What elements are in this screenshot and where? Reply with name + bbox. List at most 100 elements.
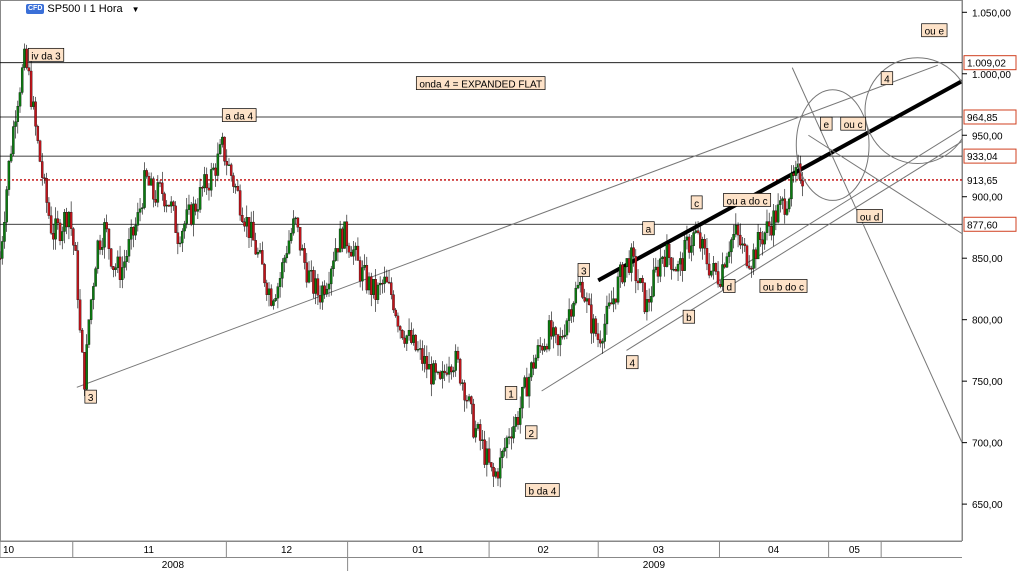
candle-body xyxy=(227,164,231,166)
candle-body xyxy=(149,178,153,186)
candle-body xyxy=(687,236,691,253)
candle-body xyxy=(161,182,164,194)
candle-body xyxy=(169,201,173,207)
month-label: 04 xyxy=(768,545,780,556)
candle-body xyxy=(18,92,22,107)
candle-body xyxy=(607,302,611,307)
candle-body xyxy=(158,182,162,184)
candle-body xyxy=(378,282,382,286)
candle-body xyxy=(5,189,8,223)
candle-body xyxy=(163,193,166,207)
time-axis-bg xyxy=(0,541,962,571)
candle-body xyxy=(347,245,351,253)
trendline xyxy=(76,64,938,388)
candle-body xyxy=(303,248,306,263)
candle-body xyxy=(478,424,482,441)
candle-body xyxy=(398,326,402,331)
candle-body xyxy=(267,288,271,295)
price-tick-label: 800,00 xyxy=(972,316,1003,327)
wave-label-text: ou c xyxy=(844,120,863,131)
wave-label-box xyxy=(840,116,866,131)
candle-body xyxy=(221,136,224,145)
wave-label-text: a xyxy=(646,225,652,236)
candle-body xyxy=(85,344,88,390)
wave-label: 3 xyxy=(84,389,97,404)
wave-label: b da 4 xyxy=(525,483,560,498)
candle-body xyxy=(176,232,180,244)
candle-body xyxy=(218,144,222,155)
candle-body xyxy=(558,336,562,346)
candle-body xyxy=(98,240,102,250)
candle-body xyxy=(263,264,266,284)
wave-label-text: ou b do c xyxy=(763,282,804,293)
candle-body xyxy=(223,136,226,162)
candle-body xyxy=(681,258,684,271)
candle-body xyxy=(354,245,357,250)
symbol-label: SP500 I 1 Hora xyxy=(47,3,123,15)
candle-body xyxy=(703,239,706,249)
candle-body xyxy=(358,260,362,282)
candle-body xyxy=(672,268,675,271)
caret-down-icon[interactable]: ▼ xyxy=(131,4,140,14)
wave-label-text: 3 xyxy=(88,393,94,404)
wave-label: 4 xyxy=(626,355,639,370)
candle-body xyxy=(407,329,411,336)
time-axis: 10 11 12 01 02 03 04 05 2008 2009 xyxy=(0,541,962,571)
candle-body xyxy=(192,203,195,225)
candle-body xyxy=(301,248,304,251)
candle-body xyxy=(476,424,480,429)
wave-label-box xyxy=(690,195,703,210)
candle-body xyxy=(69,212,73,229)
wave-label-text: ou d xyxy=(860,212,879,223)
candle-body xyxy=(236,186,240,191)
candle-body xyxy=(385,276,389,283)
candle-body xyxy=(481,439,484,441)
candle-body xyxy=(356,245,360,261)
candle-body xyxy=(60,231,64,241)
candle-body xyxy=(189,204,193,225)
candle-body xyxy=(285,253,289,259)
candle-body xyxy=(725,256,729,268)
wave-label-text: 3 xyxy=(581,267,587,278)
candle-body xyxy=(361,267,364,282)
candle-body xyxy=(590,304,593,334)
candle-body xyxy=(289,232,293,241)
wave-label-box xyxy=(682,309,696,324)
candle-body xyxy=(634,256,638,282)
candle-body xyxy=(205,174,208,189)
candle-body xyxy=(201,187,204,189)
candle-body xyxy=(283,257,286,263)
candle-body xyxy=(594,318,598,334)
candle-body xyxy=(614,298,618,303)
candle-body xyxy=(136,212,140,226)
candle-body xyxy=(40,161,44,178)
candle-body xyxy=(343,221,346,249)
price-level-label: 913,65 xyxy=(967,176,998,187)
candle-body xyxy=(185,209,188,224)
candle-body xyxy=(716,271,720,285)
month-label: 01 xyxy=(412,545,424,556)
candle-body xyxy=(147,176,151,186)
price-level-box xyxy=(963,109,1017,125)
candle-body xyxy=(281,262,284,279)
candle-body xyxy=(203,174,206,189)
candle-body xyxy=(52,233,55,240)
symbol-selector[interactable]: CFD SP500 I 1 Hora ▼ xyxy=(26,3,140,15)
candle-body xyxy=(441,370,444,379)
candle-body xyxy=(327,283,331,290)
candle-body xyxy=(501,451,504,458)
candle-body xyxy=(63,212,66,232)
candle-body xyxy=(510,436,513,439)
candle-body xyxy=(334,248,337,261)
candle-body xyxy=(145,170,148,177)
candle-body xyxy=(570,309,573,317)
candle-body xyxy=(249,221,253,238)
candle-body xyxy=(292,218,295,234)
wave-label: ou c xyxy=(840,116,866,131)
candle-body xyxy=(225,161,229,166)
candle-body xyxy=(654,266,658,271)
candle-body xyxy=(256,252,260,255)
candle-body xyxy=(92,286,95,300)
candle-body xyxy=(363,265,366,268)
